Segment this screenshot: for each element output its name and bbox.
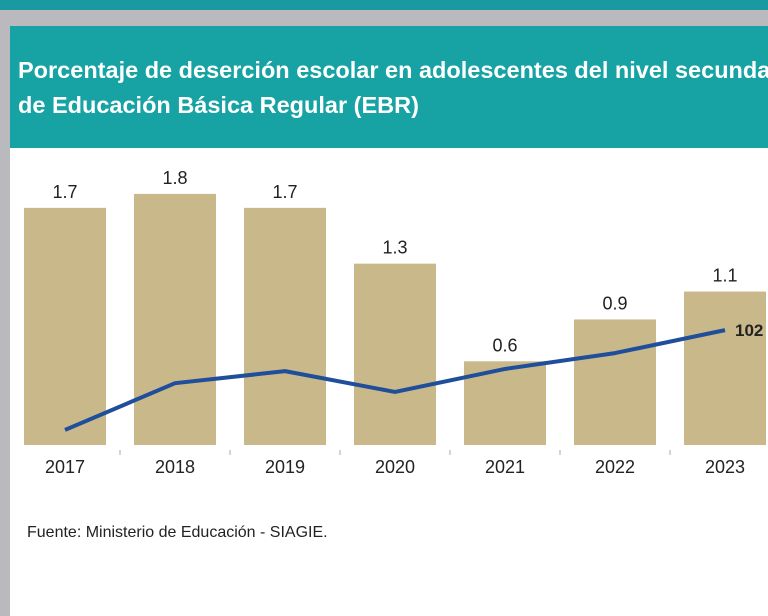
source-note: Fuente: Ministerio de Educación - SIAGIE… — [27, 524, 328, 541]
x-tick-label: 2020 — [375, 457, 415, 477]
top-strip — [0, 0, 768, 10]
chart-title: Porcentaje de deserción escolar en adole… — [18, 57, 768, 118]
bar — [24, 207, 106, 445]
line-value-label: 102 — [735, 321, 763, 340]
line-series — [64, 328, 726, 432]
bar-value-label: 0.9 — [602, 293, 627, 313]
bar-value-label: 1.8 — [162, 168, 187, 188]
header: Porcentaje de deserción escolar en adole… — [10, 26, 768, 148]
x-tick-label: 2023 — [705, 457, 745, 477]
bar-value-label: 1.3 — [382, 238, 407, 258]
bar — [574, 319, 656, 445]
x-tick-label: 2021 — [485, 457, 525, 477]
bar-value-label: 1.7 — [52, 182, 77, 202]
bar — [684, 291, 766, 445]
bar-value-label: 1.1 — [712, 266, 737, 286]
x-tick-label: 2017 — [45, 457, 85, 477]
card: Porcentaje de deserción escolar en adole… — [10, 26, 768, 616]
bar — [134, 193, 216, 445]
bar — [354, 263, 436, 445]
x-tick-label: 2019 — [265, 457, 305, 477]
x-tick-label: 2022 — [595, 457, 635, 477]
chart: 2017 2018 2019 2020 2021 2022 2023 1.7 1.8 1.7 1.3… — [24, 168, 766, 477]
bar-value-label: 0.6 — [492, 335, 517, 355]
x-tick-label: 2018 — [155, 457, 195, 477]
bar — [244, 207, 326, 445]
bar-value-label: 1.7 — [272, 182, 297, 202]
